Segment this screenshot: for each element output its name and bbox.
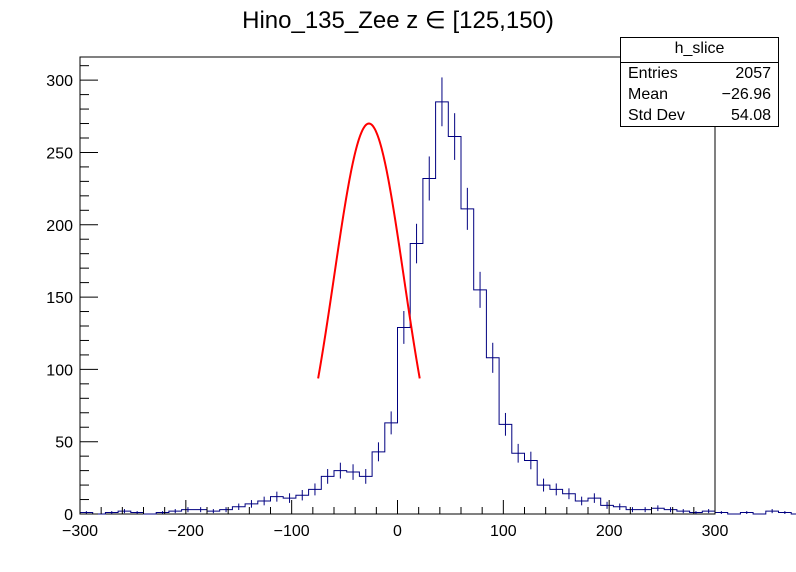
x-tick-label: −300 <box>62 523 98 540</box>
x-tick-label: 300 <box>702 523 729 540</box>
fit-curve <box>317 122 421 379</box>
y-tick-label: 100 <box>46 362 73 379</box>
y-tick-label: 200 <box>46 218 73 235</box>
x-tick-label: 200 <box>596 523 623 540</box>
y-tick-label: 250 <box>46 145 73 162</box>
stats-row-mean: Mean −26.96 <box>621 84 778 105</box>
y-tick-label: 50 <box>55 435 73 452</box>
stats-value: 54.08 <box>730 107 771 124</box>
stats-label: Mean <box>628 86 669 103</box>
y-tick-label: 300 <box>46 73 73 90</box>
gaussian-fit <box>317 122 421 379</box>
histogram-series <box>79 101 796 515</box>
x-tick-label: −200 <box>168 523 204 540</box>
stats-box: h_slice Entries 2057 Mean −26.96 Std Dev… <box>620 37 779 127</box>
axes: −300 −200 −100 0 100 200 300 0 50 100 150 200 250 300 <box>46 65 729 540</box>
stats-box-title: h_slice <box>621 38 778 63</box>
y-tick-label: 150 <box>46 290 73 307</box>
x-tick-label: −100 <box>274 523 310 540</box>
x-tick-label: 100 <box>490 523 517 540</box>
histogram-outline <box>79 101 796 515</box>
x-tick-label: 0 <box>393 523 402 540</box>
y-tick-label: 0 <box>64 507 73 524</box>
stats-row-entries: Entries 2057 <box>621 63 778 84</box>
stats-value: −26.96 <box>721 86 771 103</box>
chart-title: Hino_135_Zee z ∈ [125,150) <box>242 7 554 34</box>
stats-label: Std Dev <box>628 107 685 124</box>
error-bars <box>85 77 786 514</box>
stats-value: 2057 <box>735 65 771 82</box>
stats-label: Entries <box>628 65 678 82</box>
stats-row-stddev: Std Dev 54.08 <box>621 105 778 126</box>
